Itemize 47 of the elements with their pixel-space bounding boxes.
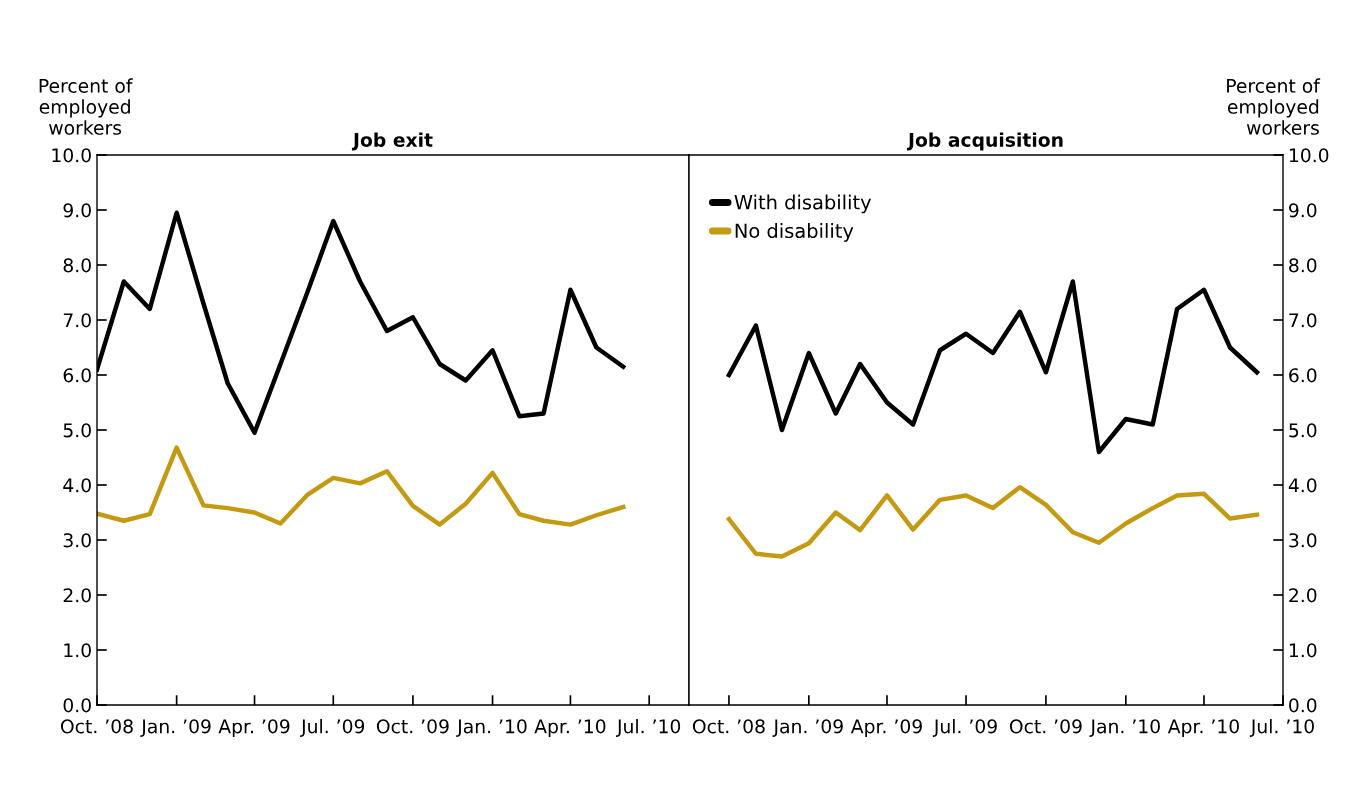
y2-tick-label: 10.0: [1289, 148, 1329, 163]
line-series: [726, 279, 1260, 455]
y2-tick-label: 8.0: [1289, 258, 1317, 273]
y-tick-label: 4.0: [63, 478, 91, 493]
y2-tick-label: 1.0: [1289, 643, 1317, 658]
y-tick-label: 9.0: [63, 203, 91, 218]
line-series: [97, 445, 626, 527]
x-tick-label: Jul. ’10: [1249, 718, 1314, 737]
y-tick-label: 5.0: [63, 423, 91, 438]
x-tick-label: Jul. ’09: [300, 718, 365, 737]
x-tick-label: Jan. ’10: [1089, 719, 1160, 737]
x-tick-label: Oct. ’09: [1009, 719, 1082, 734]
x-tick-label: Oct. ’08: [60, 719, 133, 734]
chart-title: Job acquisition: [906, 132, 1063, 151]
chart-title: Job exit: [351, 132, 433, 151]
y-axis-title: Percent of employed workers: [39, 78, 133, 135]
x-tick-label: Jan. ’09: [140, 719, 211, 737]
y2-tick-label: 7.0: [1289, 313, 1317, 328]
y-tick-label: 2.0: [63, 588, 91, 603]
y2-tick-label: 2.0: [1289, 588, 1317, 603]
y2-tick-label: 0.0: [1289, 698, 1317, 713]
x-tick-label: Oct. ’08: [692, 719, 765, 734]
y-tick-label: 1.0: [64, 643, 91, 658]
y-tick-label: 7.0: [63, 313, 91, 328]
y2-tick-label: 4.0: [1288, 478, 1317, 493]
x-tick-label: Apr. ’09: [850, 719, 922, 738]
x-tick-label: Jan. ’10: [456, 719, 527, 737]
legend-label: No disability: [735, 223, 854, 242]
x-tick-label: Oct. ’09: [376, 719, 449, 734]
y2-tick-label: 5.0: [1289, 423, 1317, 438]
y-tick-label: 8.0: [63, 258, 91, 273]
y2-tick-label: 6.0: [1289, 368, 1317, 383]
y2-tick-label: 3.0: [1289, 533, 1317, 548]
x-tick-label: Apr. ’09: [218, 719, 290, 738]
legend-label: With disability: [734, 194, 872, 214]
y2-axis-title: Percent of employed workers: [1227, 78, 1321, 135]
x-tick-label: Jul. ’09: [932, 718, 997, 737]
x-tick-label: Apr. ’10: [534, 719, 606, 738]
y-tick-label: 10.0: [52, 148, 91, 163]
line-series: [726, 484, 1260, 559]
y-tick-label: 6.0: [63, 368, 91, 383]
y-tick-label: 3.0: [63, 533, 91, 548]
x-tick-label: Jan. ’09: [772, 719, 843, 737]
x-tick-label: Jul. ’10: [616, 718, 681, 737]
y-tick-label: 0.0: [63, 698, 91, 713]
y2-tick-label: 9.0: [1289, 203, 1317, 218]
x-tick-label: Apr. ’10: [1167, 719, 1239, 738]
